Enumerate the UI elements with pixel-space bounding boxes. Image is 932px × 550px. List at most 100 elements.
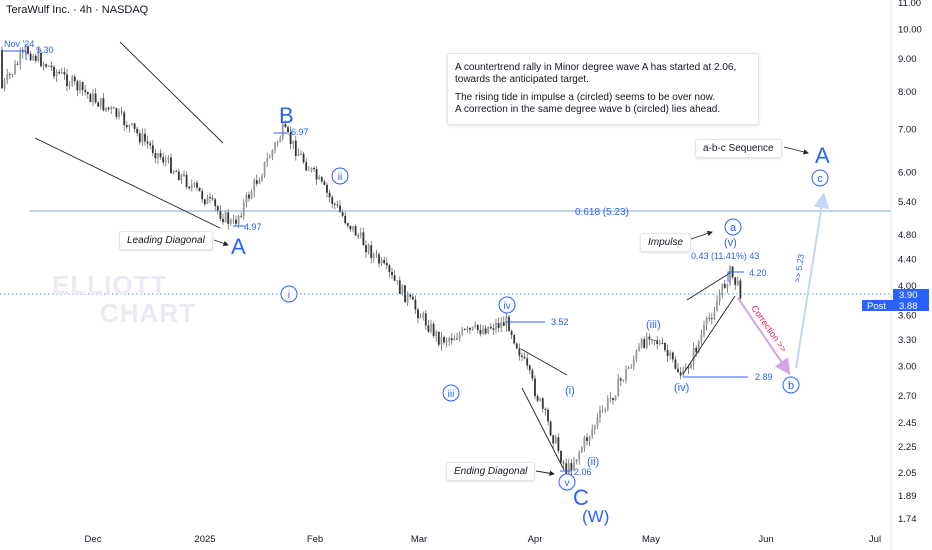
pointer-leading xyxy=(213,239,229,247)
candle xyxy=(411,293,414,300)
candle xyxy=(310,167,313,173)
candle xyxy=(136,126,139,137)
candle xyxy=(99,97,102,110)
candle xyxy=(586,432,588,446)
candle xyxy=(45,63,48,69)
candle xyxy=(115,107,118,120)
candle xyxy=(619,376,622,387)
candle xyxy=(157,152,159,165)
candle xyxy=(66,68,68,92)
candle xyxy=(508,315,510,332)
candle xyxy=(94,88,97,104)
candle xyxy=(500,316,503,333)
candle xyxy=(378,252,380,268)
wave-A-right: A xyxy=(815,143,830,168)
candle xyxy=(495,319,497,334)
candle xyxy=(388,263,391,278)
candle xyxy=(211,194,214,201)
candle xyxy=(419,313,422,319)
candle xyxy=(185,171,188,190)
candle xyxy=(206,194,209,205)
candle xyxy=(263,161,266,178)
candle xyxy=(521,352,523,362)
candle xyxy=(323,179,326,186)
y-tick-label: 2.05 xyxy=(898,468,917,479)
fib-618-label: 0.618 (5.23) xyxy=(575,207,629,218)
x-tick-label: Apr xyxy=(528,534,543,545)
label-697: 6.97 xyxy=(291,127,309,137)
candle xyxy=(287,125,289,135)
chart-title: TeraWulf Inc. · 4h · NASDAQ xyxy=(6,4,149,16)
candle xyxy=(422,311,425,321)
candle xyxy=(53,65,55,80)
candle xyxy=(697,339,700,354)
label-930: 9.30 xyxy=(36,45,54,55)
candle xyxy=(661,337,664,345)
candle xyxy=(677,363,679,373)
wave-v-upper xyxy=(686,272,731,301)
candle xyxy=(336,200,339,209)
wave-c: c xyxy=(817,173,823,185)
candle xyxy=(76,79,79,97)
candle xyxy=(492,324,495,335)
candle xyxy=(643,336,646,349)
post-label-tag: Post xyxy=(867,301,886,312)
candle xyxy=(716,295,718,312)
candle xyxy=(177,168,180,181)
candle xyxy=(170,153,172,175)
candle xyxy=(146,135,149,149)
candle xyxy=(710,313,713,325)
candle xyxy=(201,188,204,203)
y-tick-label: 3.00 xyxy=(898,362,917,373)
impulse-callout: Impulse xyxy=(640,233,692,252)
candle xyxy=(414,295,417,314)
candle xyxy=(180,173,183,185)
candle xyxy=(40,50,42,68)
y-tick-label: 9.00 xyxy=(898,54,917,65)
candle xyxy=(229,217,232,226)
candle xyxy=(671,351,674,363)
time-axis[interactable]: Dec 2025 Feb Mar Apr May Jun Jul xyxy=(85,534,882,545)
candle xyxy=(131,122,133,126)
candle xyxy=(627,365,630,370)
candle xyxy=(261,173,263,182)
candle xyxy=(471,326,474,331)
candle xyxy=(513,334,516,345)
candle xyxy=(622,379,625,383)
candle xyxy=(515,342,518,350)
candle xyxy=(92,89,94,107)
candle xyxy=(591,424,594,439)
candle xyxy=(474,321,477,329)
candle xyxy=(666,344,669,362)
candle xyxy=(196,180,198,191)
candle xyxy=(443,335,445,345)
wave-b: b xyxy=(788,380,794,392)
wave-ii: ii xyxy=(338,172,342,183)
candle xyxy=(692,342,695,370)
candle xyxy=(6,68,9,85)
candle xyxy=(167,155,170,164)
candle xyxy=(372,252,375,263)
candle xyxy=(437,331,440,347)
candle xyxy=(357,232,360,240)
candle xyxy=(24,44,27,54)
correction-arrow xyxy=(737,297,791,375)
price-axis[interactable]: 11.00 10.00 9.00 8.00 7.00 6.00 5.40 4.80 4.40 4.… xyxy=(898,0,922,525)
label-352: 3.52 xyxy=(551,317,569,327)
x-tick-label: 2025 xyxy=(194,534,215,545)
candle xyxy=(406,291,409,307)
candle xyxy=(175,169,178,173)
candle xyxy=(635,349,638,362)
candle xyxy=(73,74,76,86)
candle xyxy=(331,194,334,209)
candle xyxy=(599,405,601,424)
candle xyxy=(573,456,575,472)
x-tick-label: Dec xyxy=(85,534,102,545)
last-price-tag-bg xyxy=(893,289,929,300)
target-arrow-label: >> 5.23 xyxy=(792,253,806,283)
candle xyxy=(102,92,105,112)
y-tick-label: 6.00 xyxy=(898,168,917,179)
candle xyxy=(544,407,547,416)
analysis-note: A countertrend rally in Minor degree wav… xyxy=(447,53,759,125)
